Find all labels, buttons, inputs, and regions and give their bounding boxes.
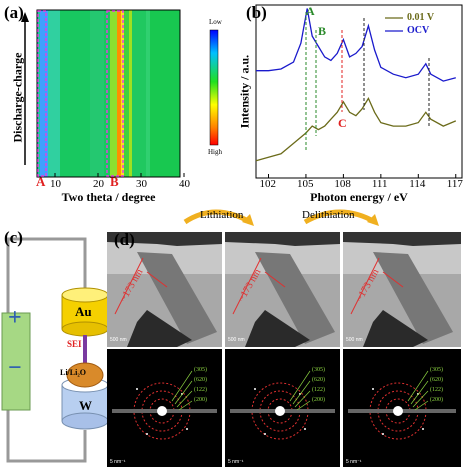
series-line-0 [256,8,456,82]
lithiation-label: Lithiation [200,209,244,221]
x-tick-label: 108 [334,178,351,190]
plane-label: (305) [430,367,443,373]
panel-a-svg [21,9,219,178]
plane-label: (200) [430,397,443,403]
tem-image-3 [343,232,461,347]
panel-d-label: (d) [114,230,135,249]
sei-label: SEI [67,339,82,349]
panel-a-tick: 40 [179,178,190,190]
saed-scale-1: 5 nm⁻¹ [110,459,126,465]
plane-label: (620) [194,377,207,383]
saed-pattern-1 [107,349,222,467]
legend-001v: 0.01 V [407,12,435,23]
colorbar [209,29,219,146]
x-tick-label: 102 [259,178,276,190]
saed-scale-2: 5 nm⁻¹ [228,459,244,465]
x-tick-label: 114 [409,178,426,190]
region-a-box [37,10,47,177]
panel-c-svg [1,237,109,463]
plane-label: (122) [312,387,325,393]
panel-a-tick: 30 [136,178,147,190]
panel-a-tick: 20 [93,178,104,190]
peak-b-label: B [318,24,327,38]
plane-label: (122) [430,387,443,393]
saed-pattern-3 [343,349,461,467]
plane-label: (200) [194,397,207,403]
w-label: W [79,398,92,413]
plane-label: (620) [430,377,443,383]
x-tick-label: 117 [446,178,463,190]
x-tick-label: 105 [296,178,314,190]
plus-sign: + [8,305,22,331]
tem-image-2 [225,232,340,347]
tem-scale-2: 500 nm [228,337,245,343]
planes-set-1: (305) (620) (122) (200) [194,365,207,405]
plane-label: (200) [312,397,325,403]
au-label: Au [75,304,92,319]
plane-label: (122) [194,387,207,393]
colorbar-high: High [208,148,222,156]
plane-label: (620) [312,377,325,383]
planes-set-3: (305) (620) (122) (200) [430,365,443,405]
x-tick-label: 111 [371,178,388,190]
panel-c-label: (c) [4,228,23,247]
saed-scale-3: 5 nm⁻¹ [346,459,362,465]
peak-c-label: C [338,116,347,130]
peak-a-label: A [306,4,315,18]
lithiation-arrows [183,209,379,226]
delithiation-label: Delithiation [302,209,355,221]
saed-pattern-2 [225,349,340,467]
panel-a-tick: 10 [50,178,61,190]
panel-a-xlabel: Two theta / degree [61,190,156,204]
plane-label: (305) [194,367,207,373]
colorbar-low: Low [209,18,222,26]
legend-ocv: OCV [407,25,430,36]
region-a-label: A [36,174,46,189]
planes-set-2: (305) (620) (122) (200) [312,365,325,405]
minus-sign: − [8,355,22,381]
plane-label: (305) [312,367,325,373]
region-b-box [106,10,124,177]
battery [1,312,31,411]
series-line-1 [255,97,457,162]
panel-b-ylabel: Intensity / a.u. [237,54,252,129]
panel-a-ylabel: Discharge-charge [10,52,25,143]
tem-scale-1: 500 nm [110,337,127,343]
panel-b-label: (b) [246,3,267,22]
tem-scale-3: 500 nm [346,337,363,343]
li-label: Li/Li₂O [60,368,86,377]
panel-b-xlabel: Photon energy / eV [310,190,408,204]
panel-b-svg [255,4,463,179]
tem-image-1 [107,232,222,347]
panel-a-label: (a) [4,3,24,22]
region-b-label: B [110,174,119,189]
